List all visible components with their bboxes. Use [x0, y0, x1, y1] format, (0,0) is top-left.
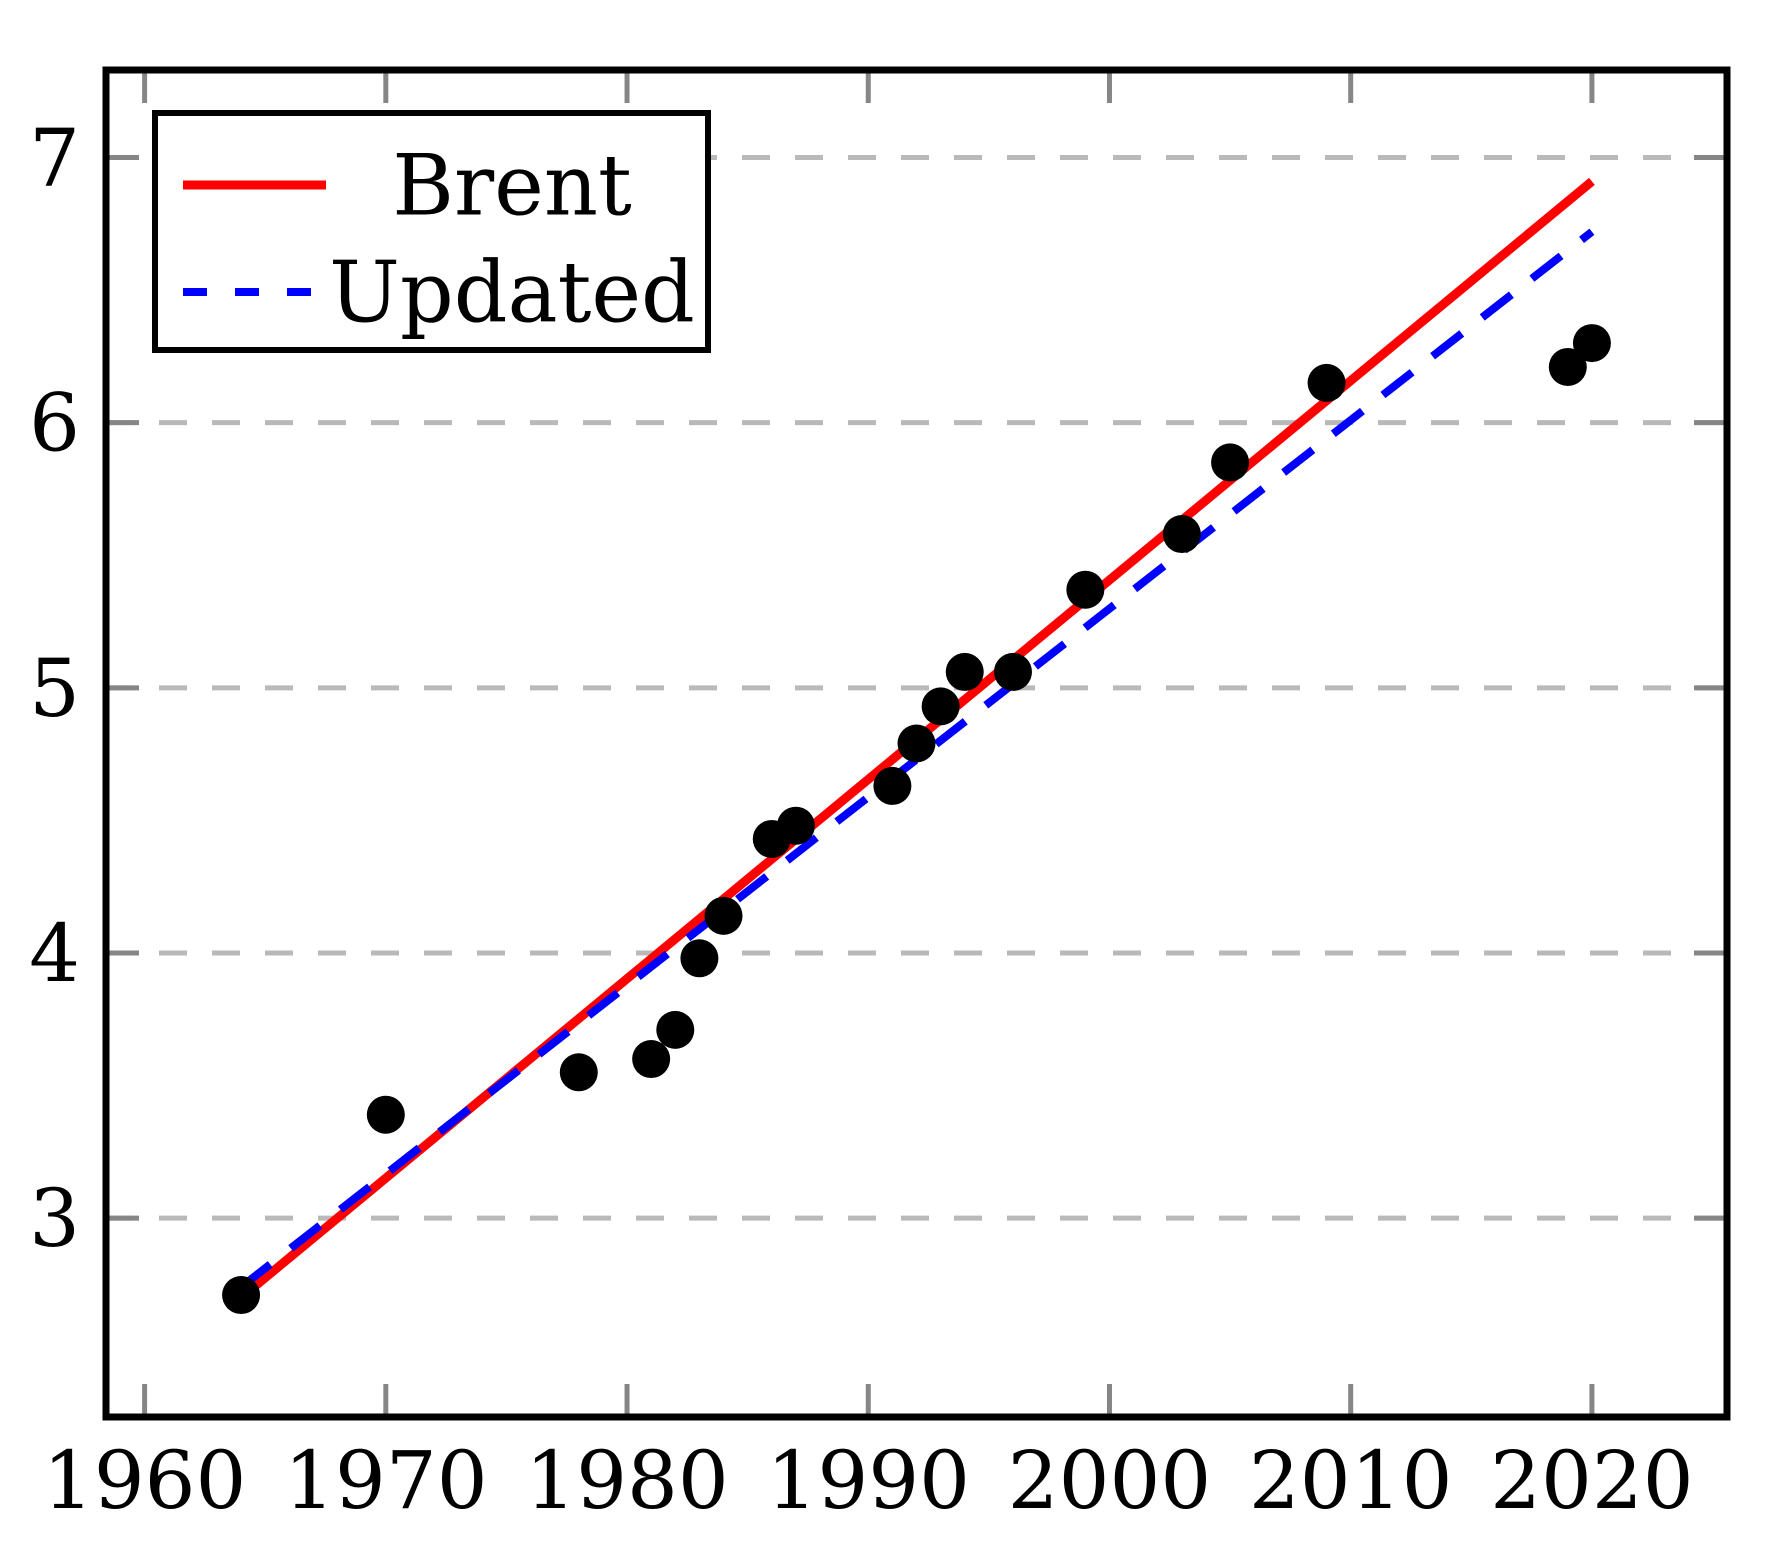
- data-point-2005: [1211, 443, 1250, 482]
- data-point-1964: [222, 1276, 261, 1315]
- data-point-1993: [921, 687, 960, 726]
- y-tick-label-4: 4: [29, 907, 80, 1000]
- plot-border: [102, 66, 1731, 1421]
- data-point-1991: [873, 766, 912, 805]
- data-point-1984: [704, 896, 743, 935]
- data-point-2009: [1307, 363, 1346, 402]
- x-tick-labels: 1960 1970 1980 1990 2000 2010 2020: [43, 1434, 1694, 1527]
- x-tick-label-1970: 1970: [284, 1434, 488, 1527]
- x-tick-label-1960: 1960: [43, 1434, 247, 1527]
- legend-brent-label: Brent: [392, 136, 632, 234]
- data-point-2019: [1548, 347, 1587, 386]
- data-point-1978: [559, 1053, 598, 1092]
- y-tick-label-5: 5: [29, 642, 80, 735]
- data-point-2020: [1572, 324, 1611, 363]
- y-tick-labels: 3 4 5 6 7: [29, 112, 80, 1266]
- x-tick-label-1980: 1980: [525, 1434, 729, 1527]
- data-series: [222, 177, 1611, 1315]
- legend-box: [152, 110, 711, 353]
- y-tick-label-7: 7: [29, 112, 80, 205]
- data-point-1987: [776, 806, 815, 845]
- trend-line-updated: [238, 228, 1595, 1291]
- legend: Brent Updated: [152, 110, 711, 353]
- data-point-1970: [366, 1095, 405, 1134]
- data-point-1982: [656, 1010, 695, 1049]
- data-point-2003: [1162, 515, 1201, 554]
- data-point-1981: [632, 1040, 671, 1079]
- data-point-1996: [993, 652, 1032, 691]
- data-point-1992: [897, 724, 936, 763]
- y-tick-label-3: 3: [29, 1172, 80, 1265]
- x-tick-label-2020: 2020: [1490, 1434, 1694, 1527]
- data-point-1994: [945, 652, 984, 691]
- legend-updated-label: Updated: [329, 243, 695, 341]
- data-point-1983: [680, 939, 719, 978]
- x-tick-label-1990: 1990: [766, 1434, 970, 1527]
- axis-ticks: [106, 70, 1727, 1417]
- data-point-1999: [1066, 570, 1105, 609]
- x-tick-label-2010: 2010: [1249, 1434, 1453, 1527]
- x-tick-label-2000: 2000: [1008, 1434, 1212, 1527]
- y-tick-label-6: 6: [29, 377, 80, 470]
